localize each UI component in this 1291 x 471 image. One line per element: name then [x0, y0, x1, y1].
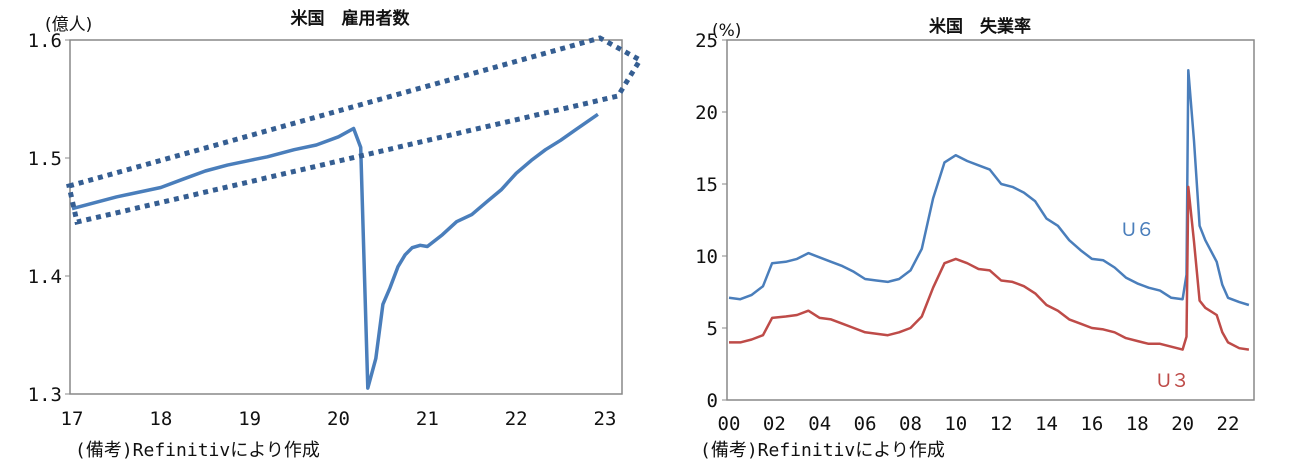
unemployment-plot-frame: [726, 39, 1255, 401]
employment-y-tick-label: 1.6: [28, 30, 62, 52]
series-label-u6: U６: [1122, 220, 1155, 241]
unemployment-x-tick-label: 12: [990, 413, 1013, 435]
unemployment-y-tick-label: 15: [695, 174, 718, 196]
unemployment-x-tick-label: 04: [808, 413, 831, 435]
employment-chart-title: 米国 雇用者数: [291, 8, 411, 29]
unemployment-source-note: (備考)Refinitivにより作成: [700, 440, 945, 461]
employment-y-tick-label: 1.4: [28, 266, 62, 288]
unemployment-x-tick-label: 14: [1035, 413, 1058, 435]
unemployment-x-tick-label: 10: [944, 413, 967, 435]
employment-x-tick-label: 20: [327, 408, 350, 430]
employment-x-tick-label: 18: [149, 408, 172, 430]
unemployment-y-tick-label: 25: [695, 30, 718, 52]
unemployment-y-tick-label: 0: [707, 390, 718, 412]
employment-plot-frame: [69, 39, 623, 395]
unemployment-series-line-u3: [729, 185, 1250, 351]
employment-y-tick-label: 1.3: [28, 384, 62, 406]
employment-y-unit: (億人): [45, 15, 92, 35]
unemployment-x-tick-label: 22: [1217, 413, 1240, 435]
unemployment-y-tick-label: 20: [695, 102, 718, 124]
unemployment-x-tick-label: 00: [718, 413, 741, 435]
employment-x-tick-label: 19: [238, 408, 261, 430]
unemployment-x-tick-label: 02: [763, 413, 786, 435]
unemployment-series-line-u6: [728, 68, 1250, 307]
unemployment-x-tick-label: 20: [1171, 413, 1194, 435]
unemployment-x-tick-label: 16: [1080, 413, 1103, 435]
unemployment-x-tick-label: 06: [854, 413, 877, 435]
unemployment-x-tick-label: 18: [1126, 413, 1149, 435]
trend-band-dotted-outline: [66, 35, 644, 226]
employment-x-tick-label: 17: [61, 408, 84, 430]
employment-x-tick-label: 22: [505, 408, 528, 430]
unemployment-y-unit: (%): [712, 21, 741, 41]
employment-series-line: [71, 112, 599, 390]
employment-x-tick-label: 21: [416, 408, 439, 430]
unemployment-y-tick-label: 5: [707, 318, 718, 340]
unemployment-chart-title: 米国 失業率: [929, 16, 1031, 37]
employment-source-note: (備考)Refinitivにより作成: [75, 440, 320, 461]
employment-y-tick-label: 1.5: [28, 148, 62, 170]
unemployment-y-tick-label: 10: [695, 246, 718, 268]
employment-x-tick-label: 23: [594, 408, 617, 430]
series-label-u3: U３: [1157, 371, 1190, 392]
unemployment-x-tick-label: 08: [899, 413, 922, 435]
